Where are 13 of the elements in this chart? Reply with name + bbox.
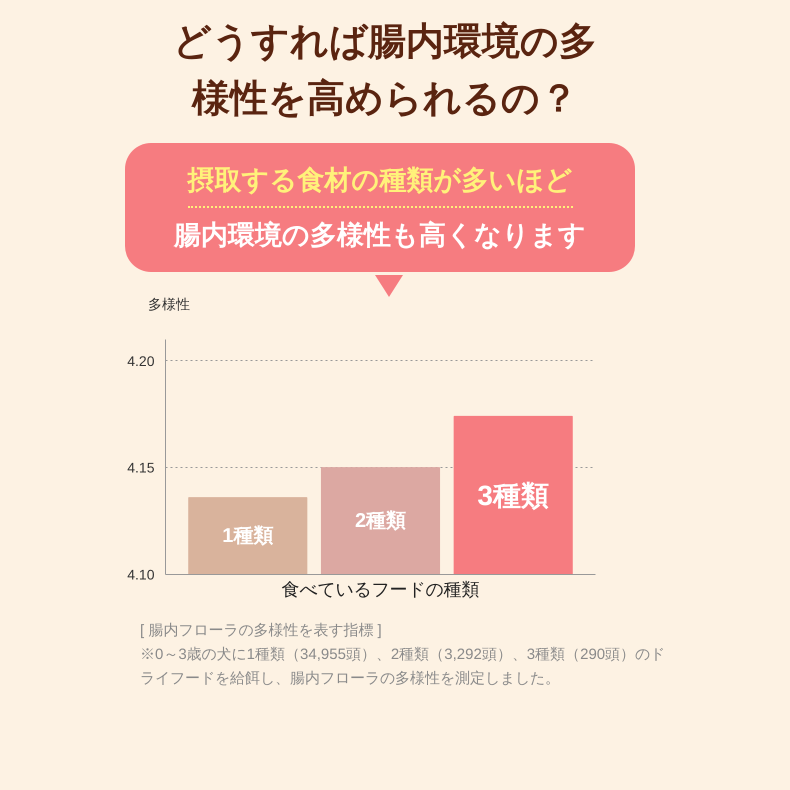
x-axis-title: 食べているフードの種類: [282, 580, 480, 600]
y-axis-title: 多様性: [148, 295, 190, 314]
y-tick-label: 4.10: [127, 566, 155, 583]
chart-subtitle: 摂取する食材の種類が多いほど: [188, 161, 572, 208]
x-tick-label: 2種類: [354, 510, 406, 532]
text: ※0～3歳の犬に1種類（34,955頭）、2種類（3,292頭）、3種類（290頭）のドライフードを給餌し、腸内フローラの多様性を測定しました。: [140, 646, 666, 688]
y-tick-label: 4.20: [127, 352, 155, 369]
chart-title: どうすれば腸内環境の多様性を高められるの？: [172, 20, 598, 122]
text: 腸内環境の多様性も高くなります: [172, 218, 587, 252]
text: [ 腸内フローラの多様性を表す指標 ]: [140, 622, 382, 640]
y-tick-label: 4.15: [127, 460, 155, 476]
x-tick-label: 1種類: [222, 525, 274, 548]
x-tick-label: 3種類: [477, 480, 550, 512]
